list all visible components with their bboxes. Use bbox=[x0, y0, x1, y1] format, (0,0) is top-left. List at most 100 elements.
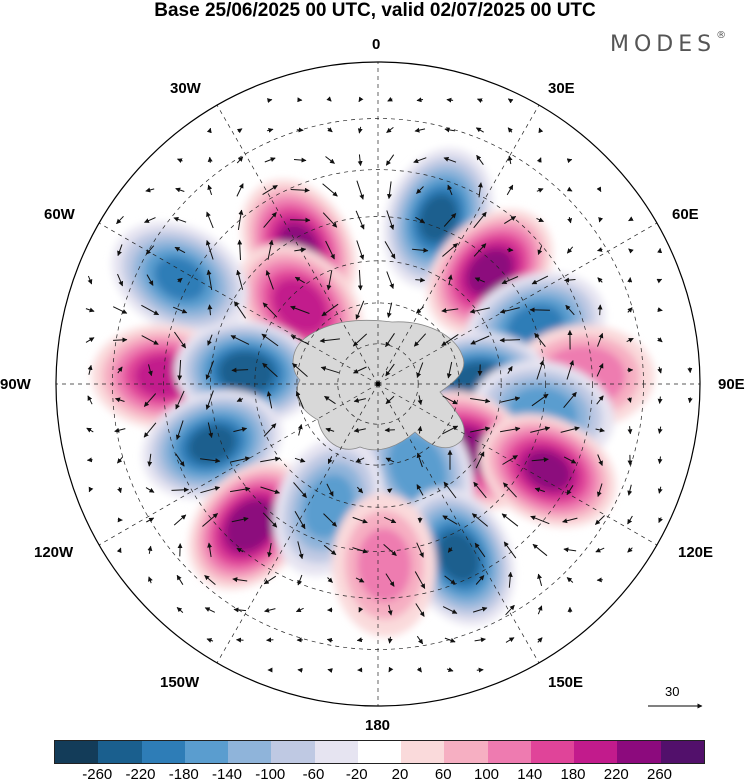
wind-vector bbox=[597, 277, 603, 283]
wind-vector bbox=[327, 127, 333, 133]
wind-vectors bbox=[85, 96, 693, 673]
wind-vector bbox=[566, 360, 575, 380]
wind-vector bbox=[200, 486, 221, 494]
wind-vector bbox=[87, 364, 93, 375]
wind-vector bbox=[657, 456, 663, 464]
wind-vector bbox=[358, 606, 364, 613]
wind-vector bbox=[326, 270, 333, 291]
wind-vector bbox=[293, 482, 307, 498]
wind-vector bbox=[141, 304, 160, 316]
wind-vector bbox=[537, 573, 543, 587]
wind-vector bbox=[384, 427, 395, 433]
wind-vector bbox=[501, 276, 519, 284]
meridian bbox=[377, 383, 540, 664]
wind-vector bbox=[85, 307, 95, 313]
wind-vector bbox=[260, 456, 281, 463]
wind-vector bbox=[385, 395, 395, 405]
wind-vector bbox=[627, 397, 632, 403]
wind-vector bbox=[503, 482, 517, 498]
anomaly-center-8-level bbox=[218, 351, 275, 394]
meridian bbox=[216, 104, 379, 385]
wind-vector bbox=[627, 547, 633, 553]
wind-vector bbox=[148, 576, 153, 584]
wind-vector bbox=[501, 513, 519, 527]
wind-vector bbox=[472, 606, 488, 613]
wind-vector bbox=[473, 481, 487, 499]
wind-vector bbox=[352, 547, 368, 554]
wind-vector bbox=[325, 156, 335, 164]
wind-vector bbox=[263, 212, 277, 228]
lon-label-60w: 60W bbox=[44, 206, 75, 223]
wind-vector bbox=[175, 390, 185, 410]
wind-vector bbox=[504, 215, 517, 225]
colorbar-swatch-4 bbox=[228, 741, 272, 763]
wind-vector bbox=[500, 426, 521, 433]
wind-vector bbox=[358, 96, 364, 103]
wind-vector bbox=[657, 337, 663, 343]
wind-vector bbox=[442, 395, 458, 405]
wind-vector bbox=[231, 516, 249, 523]
wind-vector bbox=[444, 637, 456, 643]
wind-vector bbox=[173, 216, 187, 223]
wind-vector bbox=[144, 217, 156, 223]
wind-vector bbox=[202, 513, 218, 527]
colorbar-swatch-9 bbox=[444, 741, 488, 763]
colorbar-swatch-13 bbox=[617, 741, 661, 763]
wind-vector bbox=[385, 154, 395, 166]
wind-vector bbox=[627, 484, 633, 496]
wind-vector bbox=[534, 487, 545, 493]
wind-vector bbox=[294, 511, 306, 530]
wind-vector bbox=[595, 427, 605, 433]
wind-vector bbox=[176, 574, 184, 585]
wind-vector bbox=[296, 127, 304, 133]
wind-vector bbox=[145, 487, 155, 493]
wind-vector bbox=[530, 426, 551, 433]
wind-vector bbox=[356, 240, 365, 260]
wind-vector bbox=[442, 425, 459, 435]
wind-vector bbox=[385, 363, 395, 377]
wind-vector bbox=[117, 487, 122, 494]
wind-vector bbox=[206, 638, 214, 643]
wind-vector bbox=[264, 157, 276, 163]
wind-vector bbox=[324, 395, 336, 405]
wind-vector bbox=[297, 574, 303, 586]
latitude-circle bbox=[210, 216, 546, 552]
wind-vector bbox=[230, 456, 251, 463]
wind-vector bbox=[85, 337, 95, 343]
wind-vector bbox=[146, 517, 155, 523]
wind-vector bbox=[292, 363, 308, 377]
colorbar-swatch-10 bbox=[487, 741, 531, 763]
wind-vector bbox=[507, 571, 513, 588]
wind-vector bbox=[470, 398, 491, 404]
wind-vector bbox=[506, 184, 514, 196]
wind-vector bbox=[87, 395, 93, 405]
wind-vector bbox=[416, 452, 423, 468]
wind-vector bbox=[657, 426, 663, 434]
wind-vector bbox=[595, 547, 605, 553]
wind-vector bbox=[386, 271, 394, 289]
wind-vector bbox=[563, 456, 577, 464]
wind-vector bbox=[416, 542, 424, 558]
wind-vector bbox=[416, 635, 424, 645]
wind-vector bbox=[237, 239, 243, 261]
wind-vector bbox=[416, 484, 424, 496]
colorbar-tick-label: 220 bbox=[603, 766, 629, 783]
wind-vector bbox=[113, 337, 128, 343]
wind-vector bbox=[200, 458, 221, 464]
wind-vector bbox=[233, 301, 247, 319]
lon-label-150e: 150E bbox=[548, 674, 584, 691]
wind-vector bbox=[563, 547, 577, 553]
wind-vector bbox=[233, 427, 248, 433]
wind-vector bbox=[447, 184, 453, 196]
wind-vector bbox=[206, 127, 212, 134]
wind-vector bbox=[260, 486, 280, 495]
lon-label-180: 180 bbox=[365, 717, 391, 734]
latitude-circle bbox=[163, 169, 593, 599]
wind-vector bbox=[386, 210, 395, 230]
wind-vector bbox=[232, 577, 248, 583]
modes-logo: MODES® bbox=[610, 30, 727, 57]
lon-label-30e: 30E bbox=[548, 80, 575, 97]
lon-label-90w: 90W bbox=[0, 376, 31, 393]
wind-vector bbox=[353, 427, 366, 433]
wind-vector bbox=[353, 366, 367, 374]
